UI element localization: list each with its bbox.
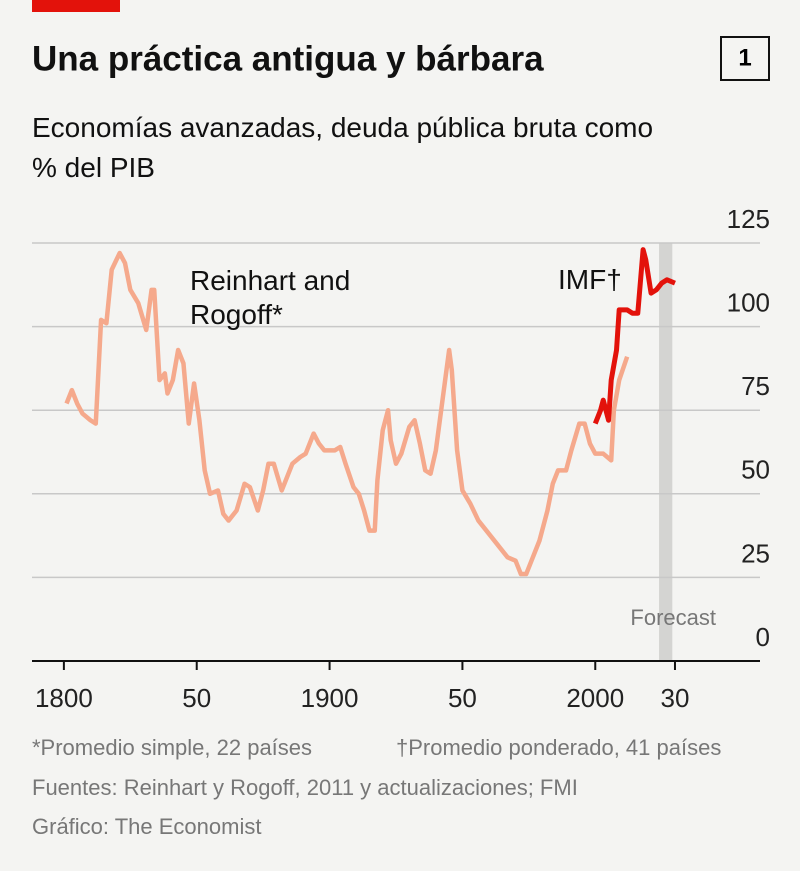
x-tick-label: 30 — [661, 683, 690, 713]
x-tick-label: 50 — [448, 683, 477, 713]
y-tick-label: 25 — [741, 538, 770, 568]
series-label: Reinhart and Rogoff* — [190, 265, 351, 330]
x-tick-label: 2000 — [566, 683, 624, 713]
series-line — [64, 250, 630, 577]
badge-box — [720, 36, 770, 81]
x-tick-label: 50 — [182, 683, 211, 713]
x-tick-label: 1900 — [301, 683, 359, 713]
source: Fuentes: Reinhart y Rogoff, 2011 y actua… — [32, 775, 578, 800]
y-tick-label: 50 — [741, 455, 770, 485]
subtitle: Economías avanzadas, deuda pública bruta… — [32, 112, 654, 183]
footnote: *Promedio simple, 22 países — [32, 735, 313, 760]
forecast-band — [659, 243, 673, 661]
x-tick-label: 1800 — [35, 683, 93, 713]
brand-bar — [32, 0, 120, 12]
series-line — [592, 247, 676, 425]
y-tick-label: 75 — [741, 371, 770, 401]
chart-title: Una práctica antigua y bárbara — [32, 39, 544, 78]
y-tick-label: 125 — [727, 204, 770, 234]
series-label: IMF† — [558, 264, 622, 295]
forecast-label: Forecast — [630, 605, 716, 630]
credit: Gráfico: The Economist — [32, 814, 262, 839]
footnote: †Promedio ponderado, 41 países — [396, 735, 722, 760]
badge: 1 — [738, 44, 751, 71]
y-tick-label: 100 — [727, 287, 770, 317]
y-tick-label: 0 — [756, 622, 770, 652]
